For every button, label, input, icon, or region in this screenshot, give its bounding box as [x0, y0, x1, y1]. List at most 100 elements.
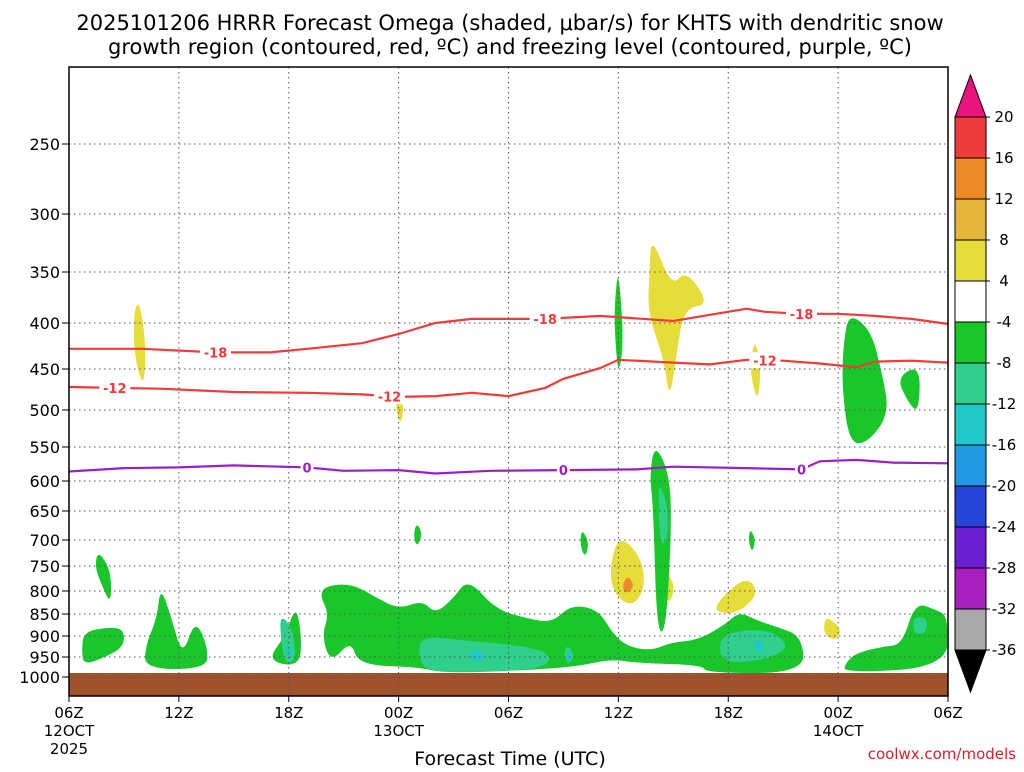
y-tick-label-1000: 1000	[19, 668, 60, 687]
y-tick-label-450: 450	[29, 360, 60, 379]
contour-label-bg	[795, 461, 808, 478]
omega-region-4	[610, 540, 644, 604]
x-tick-label-0: 06Z	[54, 704, 83, 722]
omega-region-6	[716, 580, 756, 614]
colorbar-label-8: -16	[992, 436, 1017, 454]
x-tick-label-4: 06Z	[494, 704, 523, 722]
colorbar-bin-6	[954, 362, 987, 405]
colorbar-label-12: -32	[992, 600, 1017, 618]
contour-label-bg	[786, 305, 817, 322]
omega-shading-layer	[82, 245, 948, 673]
colorbar: 20 16 12 8 4 -4 -8 -12 -16 -20 -24 -28 -32 -36	[954, 73, 1017, 694]
colorbar-label-2: 12	[994, 190, 1013, 208]
colorbar-label-4: 4	[999, 272, 1009, 290]
x-tick-label-2: 18Z	[274, 704, 303, 722]
omega-region-17	[82, 627, 124, 663]
y-axis-ticks: 250 300 350 400 450 500 550 600 650 700 750 800 850 9…	[19, 135, 69, 687]
colorbar-label-11: -28	[992, 559, 1017, 577]
contour-label-bg	[529, 310, 561, 327]
contour-label-2-0: 0	[303, 461, 312, 476]
contour-label-bg	[556, 462, 570, 479]
colorbar-bin-2	[954, 198, 987, 241]
colorbar-bin-8	[954, 444, 987, 487]
x-tick-label-6: 18Z	[714, 704, 743, 722]
contour-label-0-0: -18	[204, 346, 228, 361]
grid-layer	[68, 67, 949, 696]
y-tick-label-350: 350	[29, 263, 60, 282]
x-tick-label-5: 12Z	[604, 704, 633, 722]
x-tick-date-3: 13OCT	[373, 722, 424, 740]
ground-layer	[69, 673, 948, 696]
y-tick-label-500: 500	[29, 401, 60, 420]
colorbar-label-5: -4	[997, 313, 1012, 331]
chart-title-line1: 2025101206 HRRR Forecast Omega (shaded, …	[76, 11, 943, 35]
colorbar-bin-7	[954, 403, 987, 446]
contour-line-2	[68, 458, 949, 475]
y-tick-label-550: 550	[29, 438, 60, 457]
y-tick-label-900: 900	[29, 627, 60, 646]
y-tick-label-650: 650	[29, 502, 60, 521]
y-tick-label-300: 300	[29, 205, 60, 224]
colorbar-bin-10	[954, 526, 987, 569]
y-tick-label-400: 400	[29, 314, 60, 333]
colorbar-bin-9	[954, 485, 987, 528]
omega-region-15	[749, 531, 755, 550]
x-tick-label-1: 12Z	[164, 704, 193, 722]
colorbar-bin-12	[954, 608, 987, 651]
y-tick-label-700: 700	[29, 531, 60, 550]
contour-label-1-1: -12	[378, 390, 402, 405]
contour-label-bg	[373, 388, 405, 405]
contour-label-bg	[749, 352, 781, 369]
x-tick-label-8: 06Z	[933, 704, 962, 722]
contour-label-2-2: 0	[797, 463, 806, 478]
y-tick-label-850: 850	[29, 605, 60, 624]
colorbar-bin-0	[954, 116, 987, 159]
contour-label-0-1: -18	[533, 313, 557, 328]
omega-region-0	[133, 304, 146, 381]
omega-region-2	[648, 245, 704, 391]
credit-link[interactable]: coolwx.com/models	[868, 745, 1016, 763]
omega-region-16	[95, 554, 112, 599]
plot-frame	[68, 66, 949, 697]
colorbar-bin-3	[954, 239, 987, 282]
contour-label-bg	[200, 344, 231, 361]
y-tick-label-950: 950	[29, 648, 60, 667]
contour-label-1-2: -12	[753, 354, 777, 369]
omega-region-13	[414, 525, 422, 545]
omega-region-14	[580, 532, 588, 555]
colorbar-bin-1	[954, 157, 987, 200]
colorbar-label-3: 8	[999, 231, 1009, 249]
colorbar-bin-5	[954, 321, 987, 364]
contour-label-0-2: -18	[790, 308, 814, 323]
x-tick-date-0: 12OCT	[44, 722, 95, 740]
y-tick-label-750: 750	[29, 557, 60, 576]
omega-region-29	[754, 640, 764, 653]
contour-label-1-0: -12	[103, 382, 127, 397]
omega-region-31	[566, 652, 572, 662]
colorbar-label-0: 20	[994, 108, 1013, 126]
omega-region-21	[844, 605, 948, 672]
contour-layer: -18 -18 -18 -12 -12 -12 0 0 0	[68, 305, 949, 479]
y-tick-label-250: 250	[29, 135, 60, 154]
colorbar-top-arrow	[954, 73, 987, 118]
colorbar-bottom-arrow	[954, 649, 987, 694]
omega-region-11	[900, 369, 920, 409]
omega-region-12	[650, 451, 671, 632]
x-tick-label-7: 00Z	[823, 704, 852, 722]
y-tick-label-600: 600	[29, 472, 60, 491]
x-tick-date-7: 14OCT	[813, 722, 864, 740]
omega-region-30	[469, 650, 487, 662]
omega-region-8	[623, 577, 633, 593]
colorbar-label-10: -24	[992, 518, 1017, 536]
omega-region-18	[144, 594, 208, 669]
omega-region-26	[913, 617, 928, 634]
colorbar-label-13: -36	[992, 641, 1017, 659]
x-tick-year-0: 2025	[50, 740, 88, 758]
y-tick-label-800: 800	[29, 582, 60, 601]
contour-line-1	[68, 358, 949, 399]
chart-title-line2: growth region (contoured, red, ºC) and f…	[108, 35, 912, 59]
omega-region-25	[719, 630, 786, 663]
colorbar-label-9: -20	[992, 477, 1017, 495]
contour-label-bg	[300, 459, 314, 476]
